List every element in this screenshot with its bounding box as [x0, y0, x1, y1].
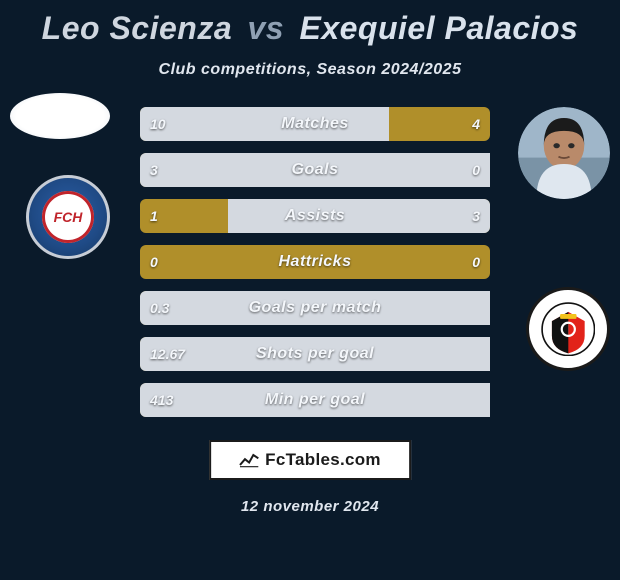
page-title: Leo Scienza vs Exequiel Palacios: [0, 0, 620, 47]
watermark-text: FcTables.com: [265, 450, 381, 470]
stat-row: Min per goal413: [140, 383, 490, 417]
comparison-stage: FCH Matches104 Goals30 Assists13 Hattricks0…: [0, 107, 620, 447]
stat-row: Goals30: [140, 153, 490, 187]
comparison-bars: Matches104 Goals30 Assists13 Hattricks00 Goa…: [140, 107, 490, 429]
stat-row: Assists13: [140, 199, 490, 233]
watermark: FcTables.com: [209, 440, 411, 480]
subtitle: Club competitions, Season 2024/2025: [0, 61, 620, 79]
title-player2: Exequiel Palacios: [299, 10, 578, 46]
club1-abbrev: FCH: [42, 191, 94, 243]
title-player1: Leo Scienza: [42, 10, 232, 46]
club2-badge: [526, 287, 610, 371]
footer-date: 12 november 2024: [241, 498, 379, 515]
stat-row: Hattricks00: [140, 245, 490, 279]
player2-avatar: [518, 107, 610, 199]
title-vs: vs: [248, 10, 285, 46]
club1-badge: FCH: [26, 175, 110, 259]
chart-icon: [239, 452, 259, 468]
stat-row: Shots per goal12.67: [140, 337, 490, 371]
player1-avatar: [10, 93, 110, 139]
stat-row: Matches104: [140, 107, 490, 141]
stat-row: Goals per match0.3: [140, 291, 490, 325]
